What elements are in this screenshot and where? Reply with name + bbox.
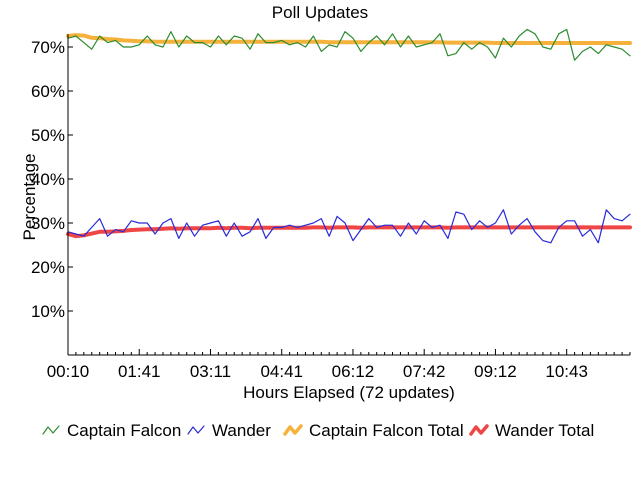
series-line-wander (67, 209, 631, 244)
series-line-captain-falcon-total (66, 33, 632, 45)
legend-label-wander-total: Wander Total (495, 421, 594, 440)
x-tick-label: 10:43 (545, 362, 588, 381)
x-axis-ticks: 00:10 01:41 03:11 04:41 06:12 07:42 09:12 10:43 (47, 349, 631, 381)
y-tick-label: 40% (31, 170, 65, 189)
legend-label-captain-falcon: Captain Falcon (67, 421, 181, 440)
series-layer (66, 28, 632, 244)
y-axis-label: Percentage (20, 154, 39, 241)
series-line-captain-falcon (67, 28, 631, 61)
y-tick-label: 30% (31, 214, 65, 233)
x-tick-label: 00:10 (47, 362, 90, 381)
legend-label-captain-falcon-total: Captain Falcon Total (309, 421, 464, 440)
y-tick-label: 10% (31, 302, 65, 321)
legend: Captain Falcon Wander Captain Falcon Total… (42, 421, 594, 440)
y-axis-ticks: 10% 20% 30% 40% 50% 60% 70% (31, 38, 73, 321)
x-tick-label: 03:11 (190, 362, 231, 381)
x-tick-label: 07:42 (403, 362, 446, 381)
legend-label-wander: Wander (212, 421, 271, 440)
series-line-wander-total (66, 225, 632, 239)
x-tick-label: 04:41 (260, 362, 303, 381)
y-tick-label: 60% (31, 82, 65, 101)
legend-swatch-captain-falcon-total (283, 424, 303, 436)
y-tick-label: 70% (31, 38, 65, 57)
y-tick-label: 50% (31, 126, 65, 145)
legend-swatch-wander-total (469, 424, 489, 436)
x-axis-label: Hours Elapsed (72 updates) (243, 383, 455, 402)
x-tick-label: 06:12 (332, 362, 375, 381)
y-tick-label: 20% (31, 258, 65, 277)
chart-title: Poll Updates (272, 3, 368, 22)
x-tick-label: 01:41 (118, 362, 161, 381)
x-tick-label: 09:12 (474, 362, 517, 381)
legend-swatch-wander (187, 425, 205, 435)
legend-swatch-captain-falcon (42, 425, 60, 435)
